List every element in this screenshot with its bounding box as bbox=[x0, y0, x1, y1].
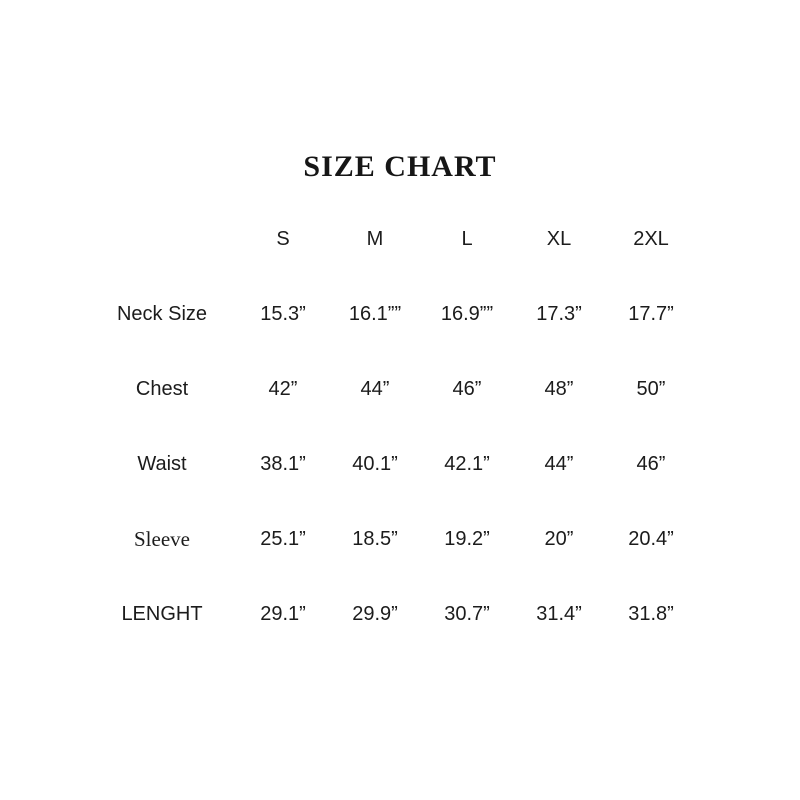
table-row-waist: Waist 38.1” 40.1” 42.1” 44” 46” bbox=[87, 427, 697, 502]
page-title: SIZE CHART bbox=[303, 150, 497, 183]
table-cell: 25.1” bbox=[260, 528, 306, 550]
table-cell: 16.1”” bbox=[348, 303, 402, 325]
table-cell: 44” bbox=[360, 378, 390, 400]
column-header-xl: XL bbox=[546, 228, 572, 250]
table-cell: 16.9”” bbox=[440, 303, 494, 325]
table-cell: 31.8” bbox=[628, 603, 674, 625]
table-cell: 40.1” bbox=[352, 453, 398, 475]
table-cell: 17.7” bbox=[628, 303, 674, 325]
table-cell: 42” bbox=[268, 378, 298, 400]
table-cell: 46” bbox=[636, 453, 666, 475]
table-cell: 20.4” bbox=[628, 528, 674, 550]
table-cell: 38.1” bbox=[260, 453, 306, 475]
table-cell: 48” bbox=[544, 378, 574, 400]
table-cell: 44” bbox=[544, 453, 574, 475]
table-header-row: S M L XL 2XL bbox=[87, 202, 697, 277]
table-cell: 20” bbox=[544, 528, 574, 550]
table-cell: 19.2” bbox=[444, 528, 490, 550]
row-label: Chest bbox=[135, 378, 189, 400]
table-row-neck-size: Neck Size 15.3” 16.1”” 16.9”” 17.3” 17.7… bbox=[87, 277, 697, 352]
row-label: Sleeve bbox=[134, 527, 190, 551]
table-cell: 50” bbox=[636, 378, 666, 400]
row-label: Waist bbox=[137, 453, 187, 475]
table-cell: 42.1” bbox=[444, 453, 490, 475]
column-header-2xl: 2XL bbox=[633, 228, 669, 250]
table-row-sleeve: Sleeve 25.1” 18.5” 19.2” 20” 20.4” bbox=[87, 502, 697, 577]
table-cell: 29.1” bbox=[260, 603, 306, 625]
table-cell: 18.5” bbox=[352, 528, 398, 550]
row-label: Neck Size bbox=[116, 303, 208, 325]
size-table: S M L XL 2XL Neck Size 15.3” 16.1”” 16.9… bbox=[87, 202, 697, 652]
column-header-l: L bbox=[461, 228, 473, 250]
table-cell: 46” bbox=[452, 378, 482, 400]
table-cell: 17.3” bbox=[536, 303, 582, 325]
column-header-s: S bbox=[276, 228, 290, 250]
column-header-m: M bbox=[366, 228, 384, 250]
table-row-lenght: LENGHT 29.1” 29.9” 30.7” 31.4” 31.8” bbox=[87, 577, 697, 652]
table-cell: 15.3” bbox=[260, 303, 306, 325]
table-cell: 30.7” bbox=[444, 603, 490, 625]
row-label: LENGHT bbox=[121, 603, 203, 625]
table-row-chest: Chest 42” 44” 46” 48” 50” bbox=[87, 352, 697, 427]
table-cell: 29.9” bbox=[352, 603, 398, 625]
table-cell: 31.4” bbox=[536, 603, 582, 625]
